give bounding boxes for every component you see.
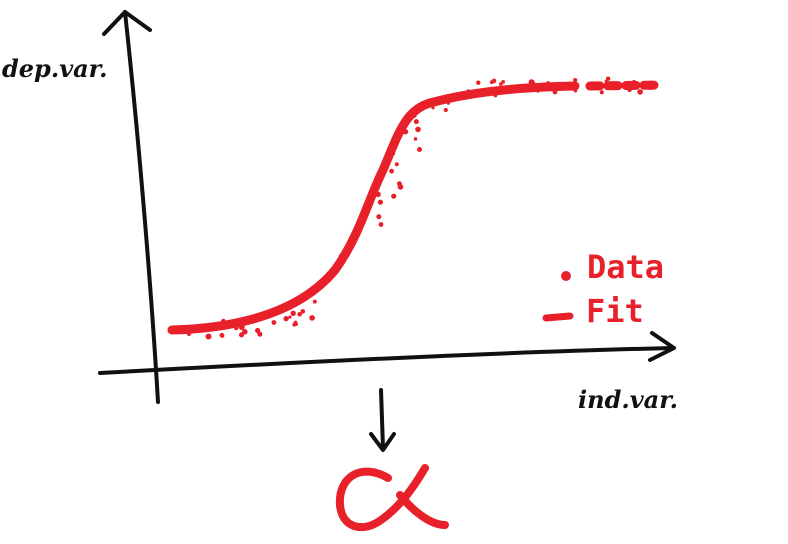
data-point xyxy=(292,322,297,327)
data-point xyxy=(501,80,505,84)
legend-data-dot-icon xyxy=(561,271,571,281)
legend-data-label: Data xyxy=(587,248,664,286)
data-point xyxy=(290,310,296,316)
data-point xyxy=(312,299,317,304)
alpha-symbol-icon xyxy=(335,464,449,532)
data-point xyxy=(413,137,418,141)
data-point xyxy=(283,316,289,322)
data-point xyxy=(220,334,225,338)
data-point xyxy=(394,162,399,167)
data-point xyxy=(255,327,261,334)
data-point xyxy=(288,315,292,319)
data-point xyxy=(300,309,306,314)
data-point xyxy=(599,90,604,95)
legend-fit-line-icon xyxy=(542,312,574,322)
data-point xyxy=(389,168,394,174)
data-point xyxy=(257,331,263,337)
legend: Data Fit xyxy=(542,248,664,330)
fit-curve-dashed xyxy=(585,80,665,91)
data-point xyxy=(242,329,248,335)
data-point xyxy=(376,214,382,220)
data-point xyxy=(377,199,383,205)
data-point xyxy=(499,82,503,86)
data-point xyxy=(417,147,422,152)
data-point xyxy=(605,76,611,81)
x-axis-label: ind.var. xyxy=(578,385,678,414)
data-point xyxy=(415,126,421,133)
fit-curve xyxy=(167,81,580,335)
legend-fit-label: Fit xyxy=(586,292,644,330)
data-point xyxy=(489,80,494,85)
data-point xyxy=(476,80,481,85)
data-point xyxy=(309,315,315,321)
data-point xyxy=(378,222,384,227)
data-point xyxy=(413,119,419,125)
data-point xyxy=(271,320,277,325)
y-axis xyxy=(102,10,160,404)
data-point xyxy=(443,107,448,113)
data-point xyxy=(391,193,397,199)
data-point xyxy=(573,78,578,83)
data-points xyxy=(185,76,654,340)
down-arrow-icon xyxy=(369,388,396,452)
data-point xyxy=(637,89,643,95)
data-point xyxy=(397,184,404,190)
x-axis xyxy=(98,331,676,375)
data-point xyxy=(205,333,212,340)
data-point xyxy=(297,312,303,317)
y-axis-label: dep.var. xyxy=(2,54,107,83)
